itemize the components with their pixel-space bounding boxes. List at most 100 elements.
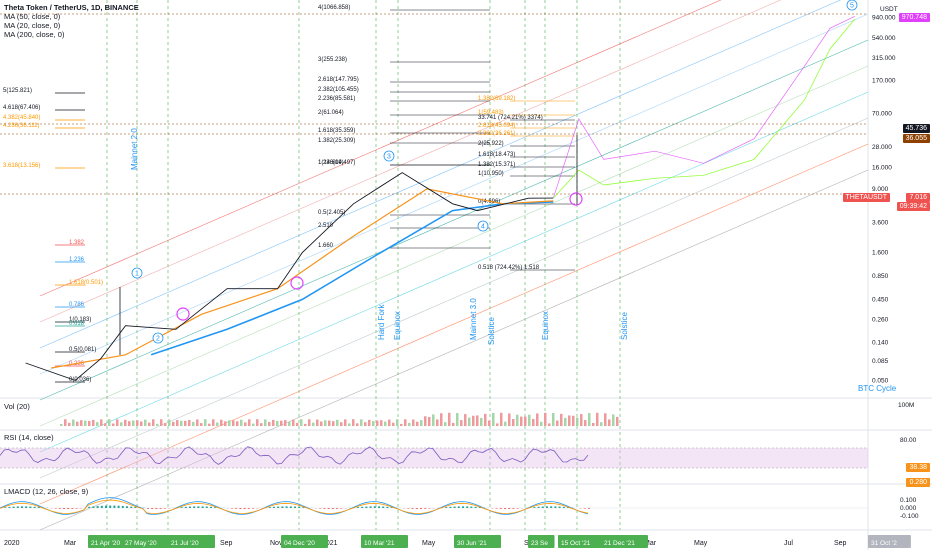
y-tick-label: 0.850 xyxy=(872,273,889,280)
fib-label-right: 2(25.922) xyxy=(478,141,504,147)
highlight-circle xyxy=(290,276,304,290)
wave-count-circle xyxy=(152,332,164,344)
wave-count-label: 4 xyxy=(481,224,485,231)
volume-bar xyxy=(140,421,143,426)
volume-bar xyxy=(412,419,415,426)
fib-label-mid: 2(61.064) xyxy=(318,110,344,116)
fib-label-left: 0.5(0.081) xyxy=(69,347,96,353)
macd-histogram-bar xyxy=(516,508,519,509)
macd-histogram-bar xyxy=(390,507,393,508)
macd-histogram-bar xyxy=(117,505,120,508)
fib-label-right: 0(4.696) xyxy=(478,199,500,205)
volume-bar xyxy=(520,416,523,426)
wave-count-circle xyxy=(477,220,489,232)
volume-bar xyxy=(432,414,435,426)
y-tick-label: 0.140 xyxy=(872,339,889,346)
fib-label-mid: 1.236(14.497) xyxy=(318,160,355,166)
rsi-pane-label: RSI (14, close) xyxy=(4,433,54,442)
volume-bar xyxy=(240,419,243,426)
macd-histogram-bar xyxy=(449,506,452,508)
date-marker-box xyxy=(601,535,648,548)
volume-bar xyxy=(456,413,459,426)
macd-histogram-bar xyxy=(298,506,301,508)
volume-bar xyxy=(504,421,507,426)
macd-histogram-bar xyxy=(336,508,338,509)
macd-histogram-bar xyxy=(533,507,536,508)
volume-bar xyxy=(180,420,183,426)
volume-bar xyxy=(76,421,79,426)
volume-bar xyxy=(364,422,367,426)
macd-histogram-bar xyxy=(29,506,32,508)
event-label: Hard Fork xyxy=(377,303,386,340)
volume-bar xyxy=(100,419,103,426)
fib-label-mid: 1.660 xyxy=(318,243,334,249)
volume-bar xyxy=(260,423,263,426)
fib-label-mid: 2.618(147.795) xyxy=(318,77,359,83)
macd-histogram-bar xyxy=(277,506,280,508)
macd-histogram-bar xyxy=(113,505,116,508)
volume-bar xyxy=(572,415,575,426)
macd-histogram-bar xyxy=(214,507,217,508)
volume-bar xyxy=(204,419,207,426)
date-marker-box xyxy=(558,535,605,548)
fib-label-mid: 0.5(2.405) xyxy=(318,210,345,216)
volume-bar xyxy=(272,419,275,426)
macd-histogram-bar xyxy=(294,506,296,508)
macd-histogram-bar xyxy=(189,506,191,508)
macd-histogram-bar xyxy=(109,505,112,508)
volume-bar xyxy=(500,412,503,426)
x-tick-label: Jul xyxy=(784,540,793,547)
volume-bar xyxy=(92,419,95,426)
fib-label-right: 1(59.483) xyxy=(478,110,504,116)
volume-bar xyxy=(104,423,107,426)
x-tick-label: May xyxy=(694,540,708,547)
macd-histogram-bar xyxy=(474,506,477,508)
y-tick-label: 0.450 xyxy=(872,296,889,303)
macd-histogram-bar xyxy=(378,506,380,508)
macd-pane-label: LMACD (12, 26, close, 9) xyxy=(4,487,89,496)
fib-label-right: 1.382(15.371) xyxy=(478,162,515,168)
fib-label-left: 1.618(0.501) xyxy=(69,280,103,286)
projection-pink-line xyxy=(552,15,855,199)
volume-bar xyxy=(228,420,231,426)
volume-bar xyxy=(312,422,315,426)
macd-histogram-bar xyxy=(386,506,389,508)
macd-histogram-bar xyxy=(235,508,238,509)
y-tick-label: 9.000 xyxy=(872,186,889,193)
volume-bar xyxy=(420,420,423,426)
highlight-circle xyxy=(176,307,190,321)
x-tick-label: 2021 xyxy=(322,540,338,547)
event-label: Mainnet 2.0 xyxy=(130,128,139,170)
volume-bar xyxy=(464,414,467,426)
volume-bar xyxy=(496,423,499,426)
volume-bar xyxy=(612,414,615,426)
macd-histogram-bar xyxy=(323,508,326,509)
volume-bar xyxy=(96,422,99,426)
macd-histogram-bar xyxy=(163,508,166,509)
volume-bar xyxy=(428,416,431,426)
y-tick-label: 70.000 xyxy=(872,110,892,117)
macd-histogram-bar xyxy=(16,506,19,508)
x-tick-label: Mar xyxy=(64,540,77,547)
last-price-tag: 7.016 xyxy=(906,193,930,202)
volume-bar xyxy=(404,419,407,426)
volume-bar xyxy=(316,419,319,426)
volume-bar xyxy=(380,420,383,426)
fib-channel-line xyxy=(39,117,869,479)
volume-bar xyxy=(544,412,547,426)
fib-channel-line xyxy=(39,91,869,453)
volume-bar xyxy=(368,419,371,426)
volume-bar xyxy=(440,413,443,426)
event-label: Equinox xyxy=(541,311,550,340)
fib-label-right: 2.618(45.094) xyxy=(478,123,515,129)
volume-bar xyxy=(560,413,563,426)
y-tick-label: 0.085 xyxy=(872,358,889,365)
volume-bar xyxy=(524,416,527,426)
volume-bar xyxy=(224,421,227,426)
macd-histogram-bar xyxy=(424,508,427,509)
highlight-circle xyxy=(569,192,583,206)
fib-channel-line xyxy=(39,39,869,401)
wave-count-circle xyxy=(383,150,395,162)
volume-bar xyxy=(436,419,439,426)
